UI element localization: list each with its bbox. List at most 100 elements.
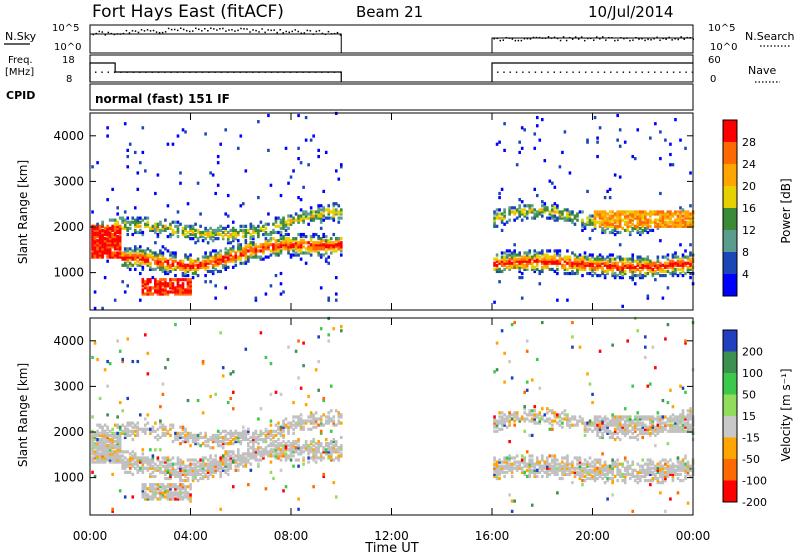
scatter-cell	[508, 462, 511, 466]
scatter-cell	[493, 470, 496, 474]
scatter-cell	[216, 253, 220, 257]
scatter-cell	[498, 476, 501, 481]
scatter-cell	[98, 228, 102, 233]
scatter-cell	[113, 232, 117, 237]
scatter-cell	[269, 232, 273, 237]
scatter-cell	[631, 468, 635, 472]
scatter-cell	[510, 253, 514, 257]
scatter-cell	[543, 419, 547, 423]
scatter-cell	[189, 483, 192, 487]
scatter-cell	[649, 228, 652, 233]
scatter-cell	[571, 466, 574, 470]
scatter-cell	[576, 271, 579, 276]
scatter-cell	[274, 444, 278, 448]
scatter-cell	[646, 263, 650, 267]
scatter-cell	[292, 220, 295, 224]
scatter-cell	[282, 433, 285, 438]
scatter-cell	[279, 392, 283, 396]
scatter-cell	[618, 128, 622, 132]
scatter-cell	[179, 483, 182, 487]
nsearch-dot	[267, 29, 269, 31]
scatter-cell	[493, 419, 496, 423]
scatter-cell	[618, 243, 622, 247]
scatter-cell	[267, 241, 270, 245]
scatter-cell	[113, 435, 117, 440]
scatter-cell	[186, 478, 190, 483]
scatter-cell	[262, 249, 265, 253]
scatter-cell	[623, 265, 627, 269]
scatter-cell	[252, 446, 255, 450]
scatter-cell	[666, 257, 670, 261]
scatter-cell	[264, 222, 268, 226]
scatter-cell	[144, 257, 147, 261]
scatter-cell	[525, 212, 529, 216]
scatter-cell	[186, 202, 190, 206]
scatter-cell	[503, 251, 506, 255]
scatter-cell	[588, 259, 592, 263]
scatter-cell	[654, 224, 657, 228]
scatter-cell	[282, 425, 285, 429]
scatter-cell	[91, 452, 94, 456]
scatter-cell	[546, 464, 549, 468]
scatter-cell	[535, 255, 539, 259]
scatter-cell	[329, 237, 333, 241]
scatter-cell	[568, 470, 572, 474]
scatter-cell	[538, 255, 542, 259]
scatter-cell	[608, 230, 612, 235]
scatter-cell	[144, 456, 147, 460]
scatter-cell	[201, 232, 205, 237]
scatter-cell	[297, 241, 300, 245]
scatter-cell	[322, 234, 326, 239]
scatter-cell	[247, 442, 250, 446]
scatter-cell	[334, 409, 338, 413]
scatter-cell	[307, 163, 310, 167]
scatter-cell	[272, 249, 275, 253]
scatter-cell	[226, 253, 230, 257]
scatter-cell	[596, 265, 599, 269]
scatter-cell	[91, 245, 94, 249]
scatter-cell	[636, 273, 640, 278]
scatter-cell	[546, 261, 549, 265]
scatter-cell	[608, 210, 612, 214]
scatter-cell	[528, 251, 532, 255]
scatter-cell	[503, 421, 506, 425]
scatter-cell	[194, 439, 197, 444]
scatter-cell	[616, 417, 619, 421]
scatter-cell	[204, 263, 207, 267]
scatter-cell	[194, 468, 197, 472]
scatter-cell	[493, 220, 496, 224]
scatter-cell	[322, 245, 326, 249]
scatter-cell	[558, 249, 562, 253]
scatter-cell	[131, 472, 135, 477]
scatter-cell	[199, 466, 202, 470]
scatter-cell	[613, 276, 617, 280]
scatter-cell	[274, 448, 278, 452]
scatter-cell	[179, 478, 182, 483]
scatter-cell	[548, 255, 552, 259]
nsearch-dot	[589, 37, 592, 40]
scatter-cell	[262, 439, 265, 444]
nsearch-dot	[258, 31, 260, 33]
scatter-cell	[510, 251, 514, 255]
scatter-cell	[581, 265, 584, 269]
scatter-cell	[282, 450, 285, 454]
scatter-cell	[661, 255, 665, 259]
scatter-cell	[186, 485, 190, 489]
scatter-cell	[669, 214, 672, 218]
scatter-cell	[633, 478, 637, 483]
scatter-cell	[633, 156, 637, 161]
scatter-cell	[294, 425, 298, 429]
scatter-cell	[307, 427, 310, 431]
scatter-cell	[161, 483, 165, 487]
scatter-cell	[171, 142, 175, 146]
scatter-cell	[299, 417, 303, 421]
scatter-cell	[118, 454, 122, 458]
scatter-cell	[141, 278, 145, 282]
scatter-cell	[176, 460, 180, 464]
scatter-cell	[111, 243, 114, 247]
scatter-cell	[591, 474, 594, 479]
scatter-cell	[146, 247, 150, 251]
scatter-cell	[144, 466, 147, 470]
scatter-cell	[538, 386, 542, 390]
scatter-cell	[611, 466, 614, 470]
